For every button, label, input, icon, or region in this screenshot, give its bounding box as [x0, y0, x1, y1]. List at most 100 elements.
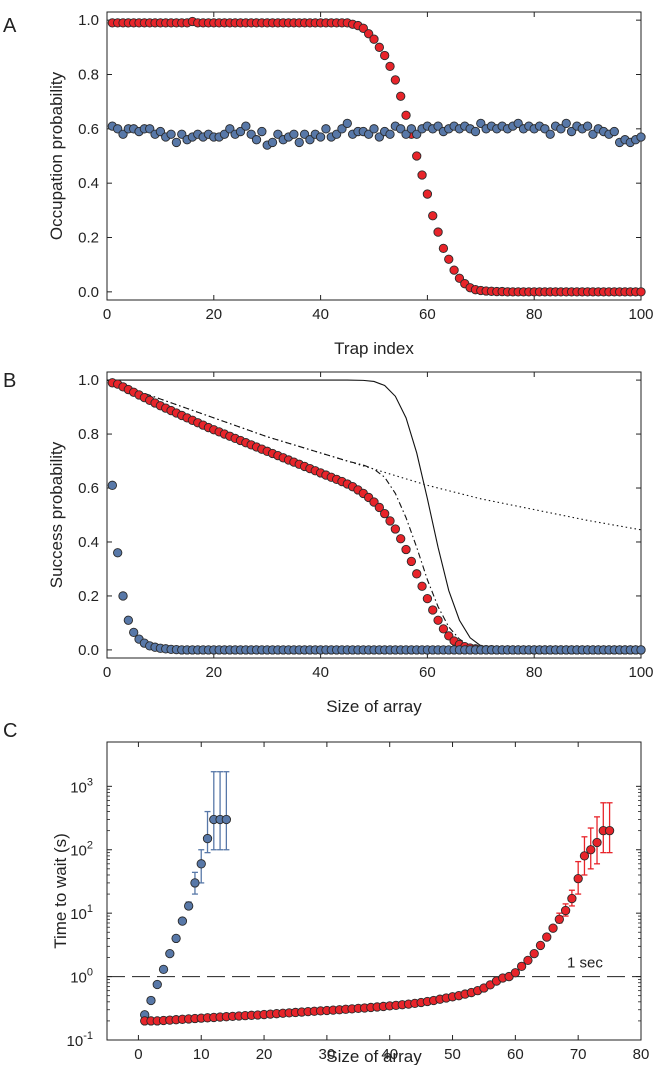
data-point	[374, 42, 384, 52]
plot-area	[107, 771, 641, 1026]
y-tick-label: 0.6	[78, 121, 99, 138]
data-point	[592, 837, 602, 848]
x-tick-label: 80	[526, 306, 543, 323]
data-point	[221, 814, 232, 825]
data-point	[369, 124, 379, 134]
data-point	[321, 124, 331, 134]
data-point	[294, 137, 304, 148]
x-tick-label: 0	[103, 664, 111, 681]
data-point	[289, 129, 299, 139]
data-point	[412, 151, 422, 161]
data-point	[369, 34, 379, 44]
data-point	[523, 955, 533, 966]
y-tick-label: 10-1	[67, 1030, 93, 1050]
data-point	[548, 923, 558, 933]
data-point	[152, 979, 162, 990]
data-point	[118, 591, 128, 601]
data-point	[257, 126, 267, 137]
data-point	[385, 129, 395, 139]
y-tick-label: 101	[70, 903, 93, 923]
panel-label-C: C	[3, 720, 17, 742]
data-point	[158, 964, 169, 975]
data-point	[438, 243, 449, 254]
data-point	[636, 132, 646, 142]
x-tick-label: 60	[419, 306, 436, 323]
data-point	[385, 61, 395, 71]
data-point	[422, 189, 433, 199]
data-point	[401, 544, 411, 555]
data-point	[560, 905, 571, 916]
y-tick-label: 103	[70, 776, 93, 796]
plot-frame	[106, 741, 642, 1041]
x-tick-label: 50	[444, 1046, 461, 1063]
x-tick-label: 20	[205, 664, 222, 681]
data-point	[380, 50, 390, 61]
data-point	[390, 75, 401, 85]
panel-label-A: A	[3, 15, 17, 37]
data-point	[529, 948, 539, 959]
data-point	[422, 593, 433, 604]
data-point	[171, 933, 181, 944]
data-point	[444, 254, 454, 264]
plot-area	[107, 16, 646, 297]
data-point	[609, 126, 619, 137]
data-point	[129, 627, 139, 638]
data-point	[380, 509, 390, 519]
data-point	[428, 211, 438, 221]
data-point	[196, 859, 206, 869]
data-point	[396, 91, 406, 101]
data-point	[579, 851, 590, 861]
plot-area	[107, 378, 646, 655]
data-point	[267, 137, 278, 148]
y-tick-label: 0.4	[78, 175, 99, 192]
x-tick-label: 80	[633, 1046, 650, 1063]
data-point	[412, 569, 422, 579]
data-point	[586, 845, 596, 855]
y-tick-label: 0.8	[78, 66, 99, 83]
data-point	[542, 932, 552, 942]
x-tick-label: 40	[381, 1046, 398, 1063]
y-tick-label: 0.0	[78, 284, 99, 301]
y-tick-label: 0.4	[78, 534, 99, 551]
data-point	[390, 524, 401, 534]
data-point	[582, 121, 593, 131]
data-point	[510, 968, 521, 978]
plot-frame	[106, 371, 642, 659]
y-tick-label: 1.0	[78, 372, 99, 389]
x-tick-label: 10	[193, 1046, 210, 1063]
x-axis-label: Size of array	[326, 1047, 422, 1065]
data-point	[171, 137, 182, 148]
theory-curve-dotted	[107, 379, 642, 531]
data-point	[146, 995, 156, 1006]
y-tick-label: 0.2	[78, 588, 99, 605]
panel-C: C 0 10 20 30 40 50 60 70 80 10-1 100 101 102 103 Size o…	[3, 720, 649, 1065]
data-point	[396, 534, 406, 544]
x-tick-label: 80	[526, 664, 543, 681]
data-point	[545, 129, 555, 139]
data-point	[406, 556, 417, 567]
x-tick-label: 20	[256, 1046, 273, 1063]
y-axis-label: Success probability	[47, 441, 66, 588]
data-point	[315, 132, 326, 142]
data-point	[374, 502, 384, 513]
x-axis-label: Size of array	[326, 697, 422, 716]
data-point	[561, 118, 571, 129]
y-tick-label: 0.2	[78, 230, 99, 247]
data-point	[385, 516, 395, 526]
x-tick-label: 0	[134, 1046, 142, 1063]
x-tick-label: 0	[103, 306, 111, 323]
panel-B: B 0 20 40 60 80 100 0.0 0.2 0.4 0.6 0.8 1.0 Size of a…	[3, 370, 654, 716]
y-tick-label: 0.8	[78, 426, 99, 443]
data-point	[184, 901, 194, 911]
y-axis-label: Occupation probability	[47, 71, 66, 240]
data-point	[449, 265, 459, 275]
y-tick-label: 0.6	[78, 480, 99, 497]
data-point	[428, 605, 438, 615]
data-point	[573, 874, 583, 884]
data-point	[438, 624, 449, 634]
y-tick-label: 100	[70, 967, 93, 987]
x-tick-label: 40	[312, 664, 329, 681]
y-tick-label: 0.0	[78, 642, 99, 659]
data-point	[165, 948, 175, 959]
